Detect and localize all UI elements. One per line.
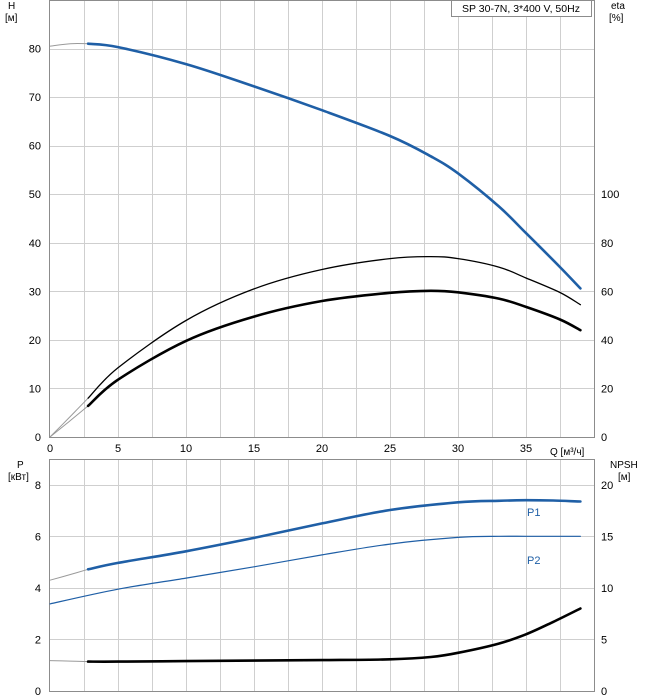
- bottom-series-0-extension: [49, 568, 89, 581]
- bottom-panel: 0 2 4 6 8 0 5 10 15 20 P [кВт] NPSH [м] P1 P2: [8, 459, 638, 698]
- top-ylabel-right-2: [%]: [609, 13, 624, 24]
- series-label-p2: P2: [527, 555, 540, 567]
- bottom-grid: [50, 459, 594, 691]
- top-series-2-extension: [49, 405, 89, 438]
- bottom-ytick-left: 6: [35, 531, 41, 543]
- top-series: [49, 42, 582, 438]
- chart-title: SP 30-7N, 3*400 V, 50Hz: [462, 3, 580, 15]
- bottom-frame: [49, 459, 595, 692]
- xtick-label: 35: [520, 443, 532, 455]
- top-ytick-left: 20: [29, 335, 41, 347]
- top-series-1-extension: [49, 397, 89, 438]
- bottom-ytick-left: 0: [35, 686, 41, 698]
- bottom-series-0-line: [86, 498, 582, 571]
- top-series-0-extension: [49, 43, 89, 47]
- bottom-ytick-right: 20: [601, 480, 613, 492]
- top-ytick-right: 40: [601, 335, 613, 347]
- bottom-series-2-extension: [49, 660, 89, 663]
- xtick-label: 20: [316, 443, 328, 455]
- top-ytick-right: 100: [601, 189, 619, 201]
- bottom-ylabel-left-1: P: [17, 460, 24, 471]
- bottom-ytick-right: 5: [601, 634, 607, 646]
- bottom-ytick-left: 2: [35, 634, 41, 646]
- bottom-series-1-line: [49, 535, 581, 605]
- bottom-ytick-left: 8: [35, 480, 41, 492]
- top-ytick-left: 30: [29, 286, 41, 298]
- top-ticks: 0 10 20 30 40 50 60 70 80 0 20 40 60 80 100 0 5 10 15 20 25 3…: [29, 44, 620, 455]
- xtick-label: 15: [248, 443, 260, 455]
- top-ylabel-left-2: [м]: [5, 13, 18, 24]
- top-ytick-left: 60: [29, 141, 41, 153]
- bottom-ylabel-left-2: [кВт]: [8, 472, 29, 483]
- bottom-series-2-line: [86, 607, 582, 663]
- top-series-0-line: [86, 42, 582, 290]
- bottom-ytick-right: 15: [601, 531, 613, 543]
- top-ylabel-left-1: H: [8, 1, 15, 12]
- xtick-label: 30: [452, 443, 464, 455]
- top-ylabel-right-1: eta: [611, 1, 625, 12]
- top-grid: [50, 0, 594, 437]
- top-ytick-right: 80: [601, 238, 613, 250]
- xtick-label: 0: [47, 443, 53, 455]
- top-frame: [49, 0, 595, 438]
- xtick-label: 10: [180, 443, 192, 455]
- top-ytick-right: 60: [601, 286, 613, 298]
- top-ytick-right: 0: [601, 432, 607, 444]
- top-panel: 0 10 20 30 40 50 60 70 80 0 20 40 60 80 100 0 5 10 15 20 25 3…: [5, 0, 625, 458]
- top-ytick-left: 70: [29, 92, 41, 104]
- bottom-ytick-left: 4: [35, 583, 41, 595]
- top-ytick-right: 20: [601, 383, 613, 395]
- bottom-ylabel-right-1: NPSH: [610, 460, 638, 471]
- series-label-p1: P1: [527, 507, 540, 519]
- top-ytick-left: 0: [35, 432, 41, 444]
- x-axis-label: Q [м³/ч]: [550, 447, 585, 458]
- top-ytick-left: 50: [29, 189, 41, 201]
- xtick-label: 25: [384, 443, 396, 455]
- title-box: [451, 0, 592, 17]
- bottom-series: [49, 498, 582, 663]
- top-ytick-left: 10: [29, 383, 41, 395]
- top-ytick-left: 40: [29, 238, 41, 250]
- bottom-ticks: 0 2 4 6 8 0 5 10 15 20: [35, 480, 613, 698]
- bottom-ytick-right: 0: [601, 686, 607, 698]
- top-series-1-line: [87, 255, 582, 399]
- bottom-ytick-right: 10: [601, 583, 613, 595]
- xtick-label: 5: [115, 443, 121, 455]
- bottom-ylabel-right-2: [м]: [618, 472, 631, 483]
- top-ytick-left: 80: [29, 44, 41, 56]
- top-series-2-line: [86, 289, 582, 408]
